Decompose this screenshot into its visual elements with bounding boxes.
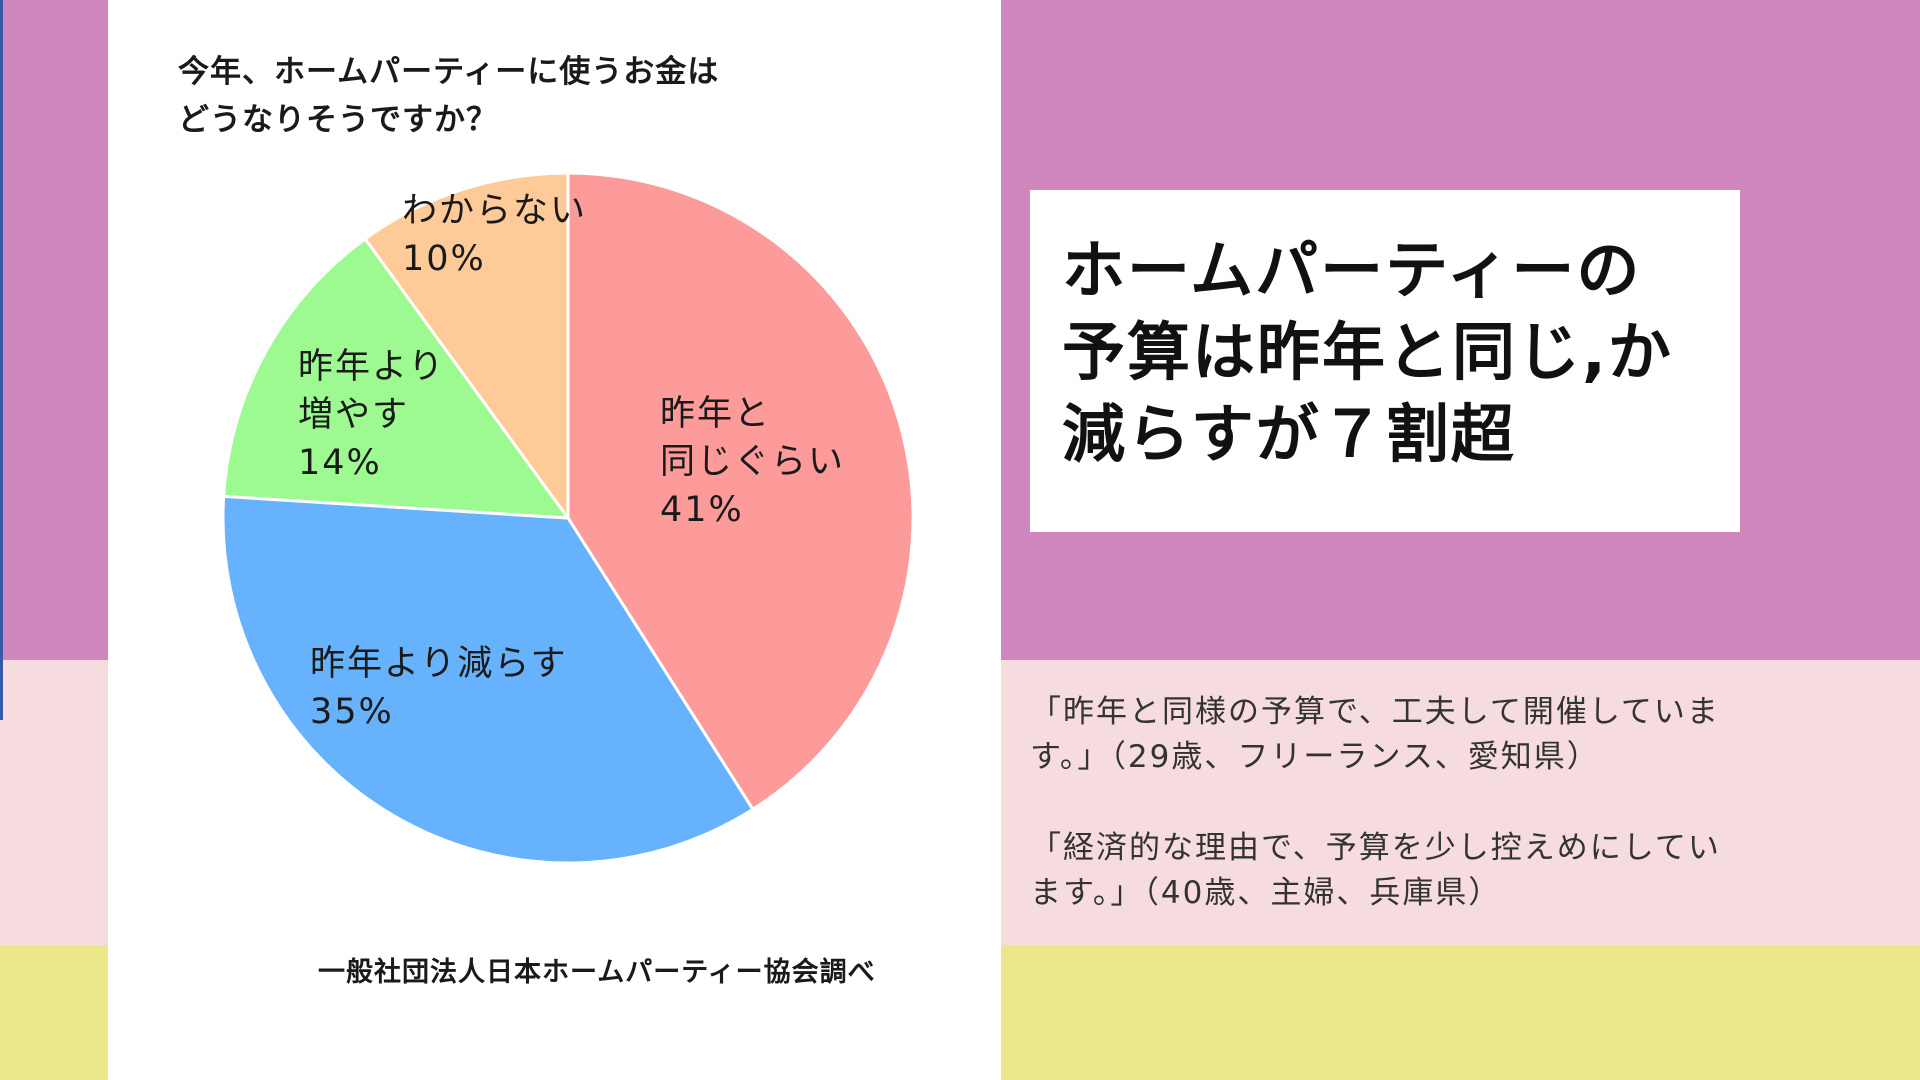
source-credit: 一般社団法人日本ホームパーティー協会調べ [318,957,876,988]
headline: ホームパーティーの 予算は昨年と同じ,か 減らすが７割超 [1062,234,1673,471]
pie-slice [363,171,570,523]
quote-1: 「昨年と同様の予算で、工夫して開催していま す。」（29歳、フリーランス、愛知県… [1030,694,1720,775]
chart-title: 今年、ホームパーティーに使うお金は どうなりそうですか？ [178,54,720,138]
pie-slice [222,236,572,520]
quote-2: 「経済的な理由で、予算を少し控えめにしてい ます。」（40歳、主婦、兵庫県） [1030,830,1721,911]
pie-slice-label: 昨年より減らす 35% [310,644,568,732]
pie-slice-label: 昨年より増やす 14% [298,347,445,483]
pie-chart: 昨年と同じぐらい 41% 昨年より減らす 35% 昨年より増やす 14% わからない 10% [221,171,915,865]
pie-slice-label: わからない 10% [402,191,587,279]
pie-slice [221,494,755,865]
pie-slice [566,171,915,812]
pie-slice-label: 昨年と同じぐらい 41% [660,394,845,530]
left-edge-line [0,0,3,720]
headline-box: ホームパーティーの 予算は昨年と同じ,か 減らすが７割超 [1030,190,1740,532]
